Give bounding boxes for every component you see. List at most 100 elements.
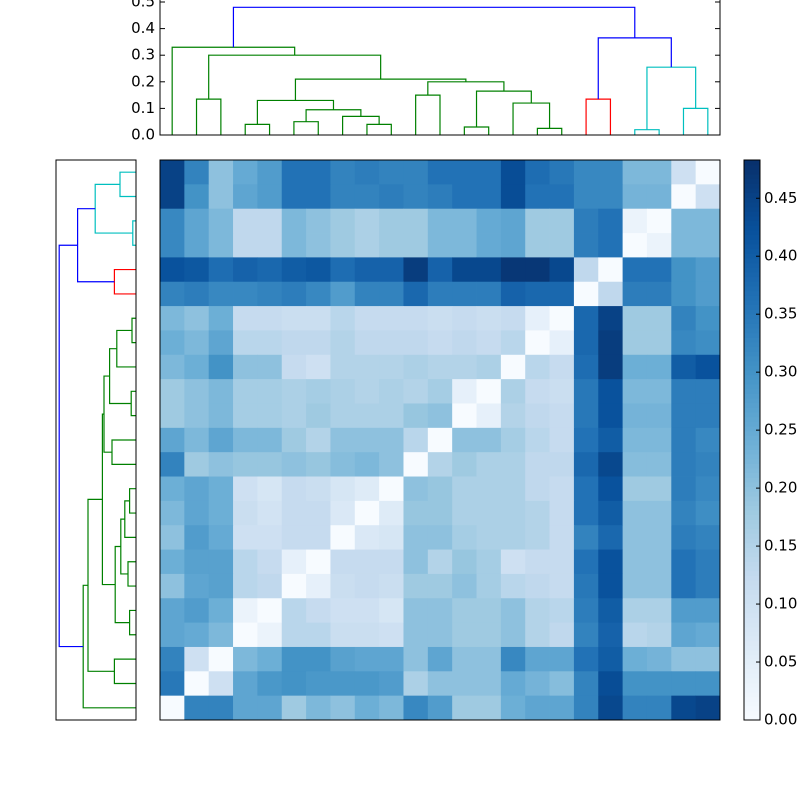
heat-cell xyxy=(622,695,648,721)
heat-cell xyxy=(403,160,429,185)
heat-cell xyxy=(160,476,185,502)
heat-cell xyxy=(695,257,721,283)
heat-cell xyxy=(379,549,404,575)
heat-cell xyxy=(525,573,550,599)
heat-cell xyxy=(695,573,721,599)
dendro-link xyxy=(475,90,532,128)
colorbar-step xyxy=(744,566,760,572)
dendro-link-left xyxy=(131,317,136,344)
heat-cell xyxy=(500,549,526,575)
heat-cell xyxy=(354,403,380,429)
heat-cell xyxy=(598,671,624,697)
colorbar-step xyxy=(744,664,760,670)
heat-cell xyxy=(427,476,453,502)
colorbar-step xyxy=(744,398,760,404)
heat-cell xyxy=(452,573,477,599)
colorbar-step xyxy=(744,468,760,474)
heat-cell xyxy=(695,427,721,453)
heat-cell xyxy=(379,452,404,477)
colorbar-step xyxy=(744,682,760,688)
heat-cell xyxy=(500,525,526,550)
heat-cell xyxy=(598,573,624,599)
colorbar-tick-label: 0.40 xyxy=(764,247,797,265)
heat-cell xyxy=(452,330,477,356)
heat-cell xyxy=(403,549,429,575)
heat-cell xyxy=(160,598,185,624)
heat-cell xyxy=(500,208,526,234)
heat-cell xyxy=(671,306,697,331)
colorbar-step xyxy=(744,206,760,212)
heat-cell xyxy=(281,427,307,453)
colorbar-step xyxy=(744,701,760,707)
colorbar-step xyxy=(744,192,760,198)
colorbar-step xyxy=(744,337,760,343)
heat-cell xyxy=(257,573,283,599)
heat-cell xyxy=(403,500,429,526)
colorbar-step xyxy=(744,239,760,245)
heat-cell xyxy=(549,671,575,697)
heat-cell xyxy=(573,525,599,550)
heat-cell xyxy=(330,671,356,697)
heat-cell xyxy=(160,622,185,648)
heat-cell xyxy=(281,233,307,258)
colorbar-tick-label: 0.20 xyxy=(764,479,797,497)
heat-cell xyxy=(208,160,234,185)
heat-cell xyxy=(208,695,234,721)
heat-cell xyxy=(184,549,210,575)
heat-cell xyxy=(257,695,283,721)
heat-cell xyxy=(257,354,283,380)
heat-cell xyxy=(476,427,502,453)
heat-cell xyxy=(330,306,356,331)
heat-cell xyxy=(208,598,234,624)
heat-cell xyxy=(257,622,283,648)
heat-cell xyxy=(184,573,210,599)
colorbar-step xyxy=(744,706,760,712)
y-tick-label: 0.4 xyxy=(131,19,155,37)
heat-cell xyxy=(233,208,258,234)
heat-cell xyxy=(403,233,429,258)
colorbar-step xyxy=(744,197,760,203)
heat-cell xyxy=(476,257,502,283)
colorbar-step xyxy=(744,533,760,539)
dendro-link xyxy=(463,126,490,135)
colorbar-step xyxy=(744,202,760,208)
heat-cell xyxy=(646,160,672,185)
heat-cell xyxy=(184,306,210,331)
heat-cell xyxy=(403,208,429,234)
heat-cell xyxy=(646,208,672,234)
heat-cell xyxy=(330,208,356,234)
heat-cell xyxy=(598,208,624,234)
heat-cell xyxy=(160,549,185,575)
dendro-link-left xyxy=(103,375,112,453)
colorbar-step xyxy=(744,225,760,231)
colorbar-tick-label: 0.15 xyxy=(764,537,797,555)
heat-cell xyxy=(281,671,307,697)
heat-cell xyxy=(695,646,721,672)
heat-cell xyxy=(257,184,283,210)
colorbar-step xyxy=(744,318,760,324)
heat-cell xyxy=(379,573,404,599)
heat-cell xyxy=(525,354,550,380)
heat-cell xyxy=(330,695,356,721)
heat-cell xyxy=(281,354,307,380)
heat-cell xyxy=(306,500,331,526)
heat-cell xyxy=(646,695,672,721)
colorbar-step xyxy=(744,258,760,264)
dendro-link xyxy=(171,46,296,135)
colorbar-step xyxy=(744,542,760,548)
heat-cell xyxy=(330,549,356,575)
heat-cell xyxy=(427,208,453,234)
colorbar-step xyxy=(744,244,760,250)
colorbar-step xyxy=(744,454,760,460)
heat-cell xyxy=(208,525,234,550)
heat-cell xyxy=(330,403,356,429)
heat-cell xyxy=(671,427,697,453)
colorbar-step xyxy=(744,654,760,660)
heat-cell xyxy=(500,379,526,404)
heat-cell xyxy=(427,257,453,283)
dendro-link-left xyxy=(94,183,133,234)
heat-cell xyxy=(281,403,307,429)
y-tick-label: 0.1 xyxy=(131,99,155,117)
heat-cell xyxy=(452,695,477,721)
heat-cell xyxy=(598,184,624,210)
